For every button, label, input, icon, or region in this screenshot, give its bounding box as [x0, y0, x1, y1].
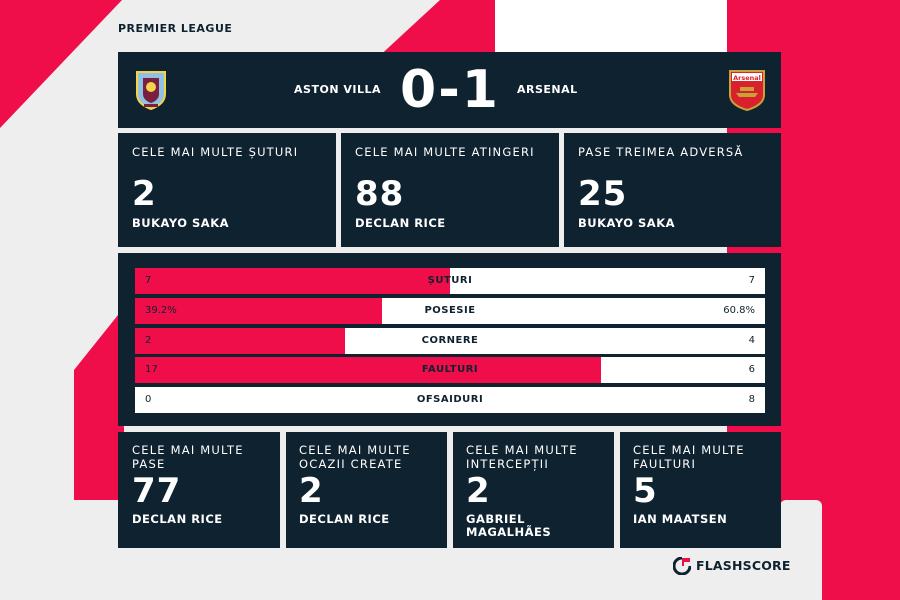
home-value: 39.2% — [145, 305, 177, 316]
away-value: 8 — [748, 394, 755, 405]
away-score: 1 — [461, 60, 500, 120]
stat-card-player: BUKAYO SAKA — [132, 216, 230, 230]
stat-card-final-third-passes: PASE TREIMEA ADVERSĂ 25 BUKAYO SAKA — [564, 133, 781, 247]
home-value: 17 — [145, 364, 158, 375]
home-team-name: ASTON VILLA — [294, 83, 381, 96]
stat-card-player-line1: DECLAN RICE — [299, 512, 390, 526]
stat-card-title-line1: CELE MAI MULTE PASE — [132, 443, 244, 471]
home-value: 2 — [145, 335, 152, 346]
away-value: 60.8% — [723, 305, 755, 316]
stat-card-player-line1: GABRIEL — [466, 512, 525, 526]
home-share-bar — [135, 298, 382, 324]
home-value: 0 — [145, 394, 152, 405]
stat-card-player: DECLAN RICE — [355, 216, 446, 230]
home-share-bar — [135, 268, 450, 294]
stat-row-fouls: 17 FAULTURI 6 — [135, 357, 765, 383]
stat-card-most-passes: CELE MAI MULTE PASE 77 DECLAN RICE — [118, 432, 280, 548]
score-header: ASTON VILLA 0-1 ARSENAL Arsenal — [118, 52, 781, 128]
away-value: 7 — [748, 275, 755, 286]
home-share-bar — [135, 328, 345, 354]
stat-card-title: CELE MAI MULTE ATINGERI — [355, 145, 535, 159]
flashscore-mark-icon — [673, 557, 691, 575]
stat-card-player-line1: IAN MAATSEN — [633, 512, 728, 526]
away-value: 4 — [748, 335, 755, 346]
stat-card-value: 2 — [299, 471, 324, 511]
away-value: 6 — [748, 364, 755, 375]
league-label: PREMIER LEAGUE — [118, 22, 233, 35]
stat-row-corners: 2 CORNERE 4 — [135, 328, 765, 354]
stat-label: FAULTURI — [421, 364, 479, 375]
stat-row-shots: 7 ȘUTURI 7 — [135, 268, 765, 294]
stat-card-chances-created: CELE MAI MULTE OCAZII CREATE 2 DECLAN RI… — [286, 432, 447, 548]
stat-card-value: 2 — [132, 174, 157, 214]
home-value: 7 — [145, 275, 152, 286]
stat-card-value: 25 — [578, 174, 628, 214]
stat-label: OFSAIDURI — [416, 394, 484, 405]
stat-card-title: PASE TREIMEA ADVERSĂ — [578, 145, 744, 159]
home-share-bar — [135, 357, 601, 383]
stat-card-value: 2 — [466, 471, 491, 511]
stat-card-value: 77 — [132, 471, 182, 511]
stat-card-player-line2: MAGALHÃES — [466, 525, 552, 539]
arsenal-crest-label: Arsenal — [733, 74, 761, 82]
stat-card-most-fouls: CELE MAI MULTE FAULTURI 5 IAN MAATSEN — [620, 432, 781, 548]
stat-card-title: CELE MAI MULTE ȘUTURI — [132, 145, 299, 159]
stat-label: ȘUTURI — [427, 275, 473, 286]
stat-row-offsides: 0 OFSAIDURI 8 — [135, 387, 765, 413]
stat-label: POSESIE — [424, 305, 476, 316]
stat-card-player: GABRIEL MAGALHÃES — [466, 513, 551, 539]
stat-row-possession: 39.2% POSESIE 60.8% — [135, 298, 765, 324]
stat-card-title-line1: CELE MAI MULTE — [633, 443, 745, 457]
stat-card-player: DECLAN RICE — [132, 513, 223, 526]
score-separator: - — [438, 60, 462, 120]
stat-card-player: BUKAYO SAKA — [578, 216, 676, 230]
stat-card-title-line2: INTERCEPȚII — [466, 457, 549, 471]
stat-card-player-line1: DECLAN RICE — [132, 512, 223, 526]
stat-card-value: 5 — [633, 471, 658, 511]
stat-card-title-line1: CELE MAI MULTE — [466, 443, 578, 457]
aston-villa-crest-icon — [136, 71, 166, 110]
stat-card-title: CELE MAI MULTE INTERCEPȚII — [466, 443, 578, 471]
match-score: 0-1 — [395, 64, 505, 116]
stat-card-value: 88 — [355, 174, 405, 214]
stat-card-most-touches: CELE MAI MULTE ATINGERI 88 DECLAN RICE — [341, 133, 559, 247]
brand-name: FLASHSCORE — [696, 558, 791, 573]
stat-card-title: CELE MAI MULTE OCAZII CREATE — [299, 443, 411, 471]
stat-card-title-line1: CELE MAI MULTE — [299, 443, 411, 457]
stat-card-player: DECLAN RICE — [299, 513, 390, 526]
stat-card-title: CELE MAI MULTE FAULTURI — [633, 443, 745, 471]
stat-card-title-line2: FAULTURI — [633, 457, 697, 471]
stat-card-title-line2: OCAZII CREATE — [299, 457, 403, 471]
stat-card-interceptions: CELE MAI MULTE INTERCEPȚII 2 GABRIEL MAG… — [453, 432, 614, 548]
away-team-name: ARSENAL — [517, 83, 578, 96]
stat-card-player: IAN MAATSEN — [633, 513, 727, 526]
arsenal-crest-icon: Arsenal — [729, 70, 765, 111]
stat-card-most-shots: CELE MAI MULTE ȘUTURI 2 BUKAYO SAKA — [118, 133, 336, 247]
home-score: 0 — [400, 60, 439, 120]
stat-label: CORNERE — [421, 335, 479, 346]
stat-card-title: CELE MAI MULTE PASE — [132, 443, 280, 471]
